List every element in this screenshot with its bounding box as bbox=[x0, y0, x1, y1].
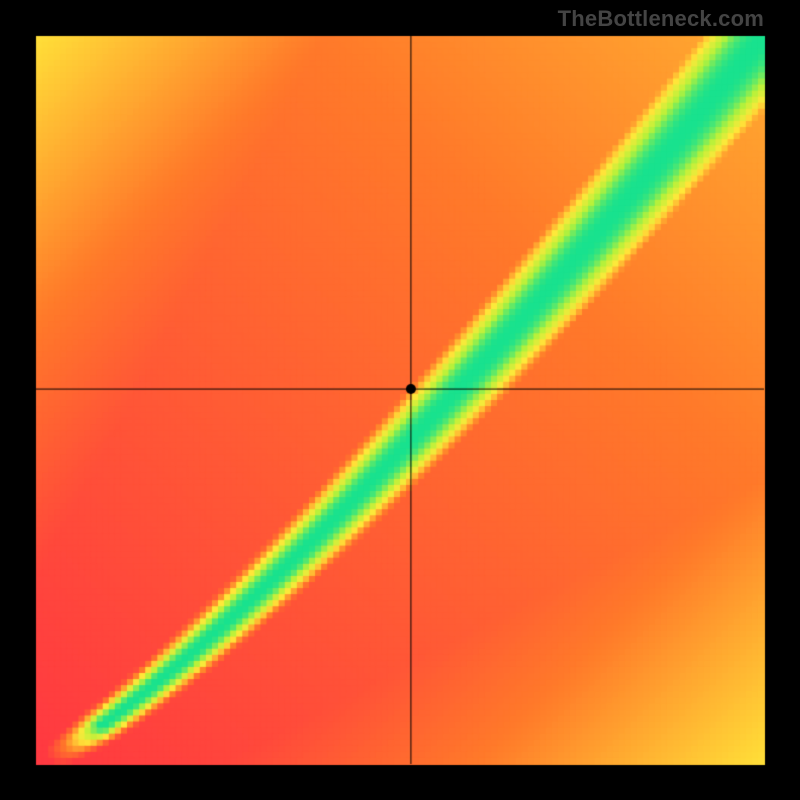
chart-container: { "meta": { "watermark_text": "TheBottle… bbox=[0, 0, 800, 800]
watermark-text: TheBottleneck.com bbox=[558, 6, 764, 32]
bottleneck-heatmap bbox=[0, 0, 800, 800]
